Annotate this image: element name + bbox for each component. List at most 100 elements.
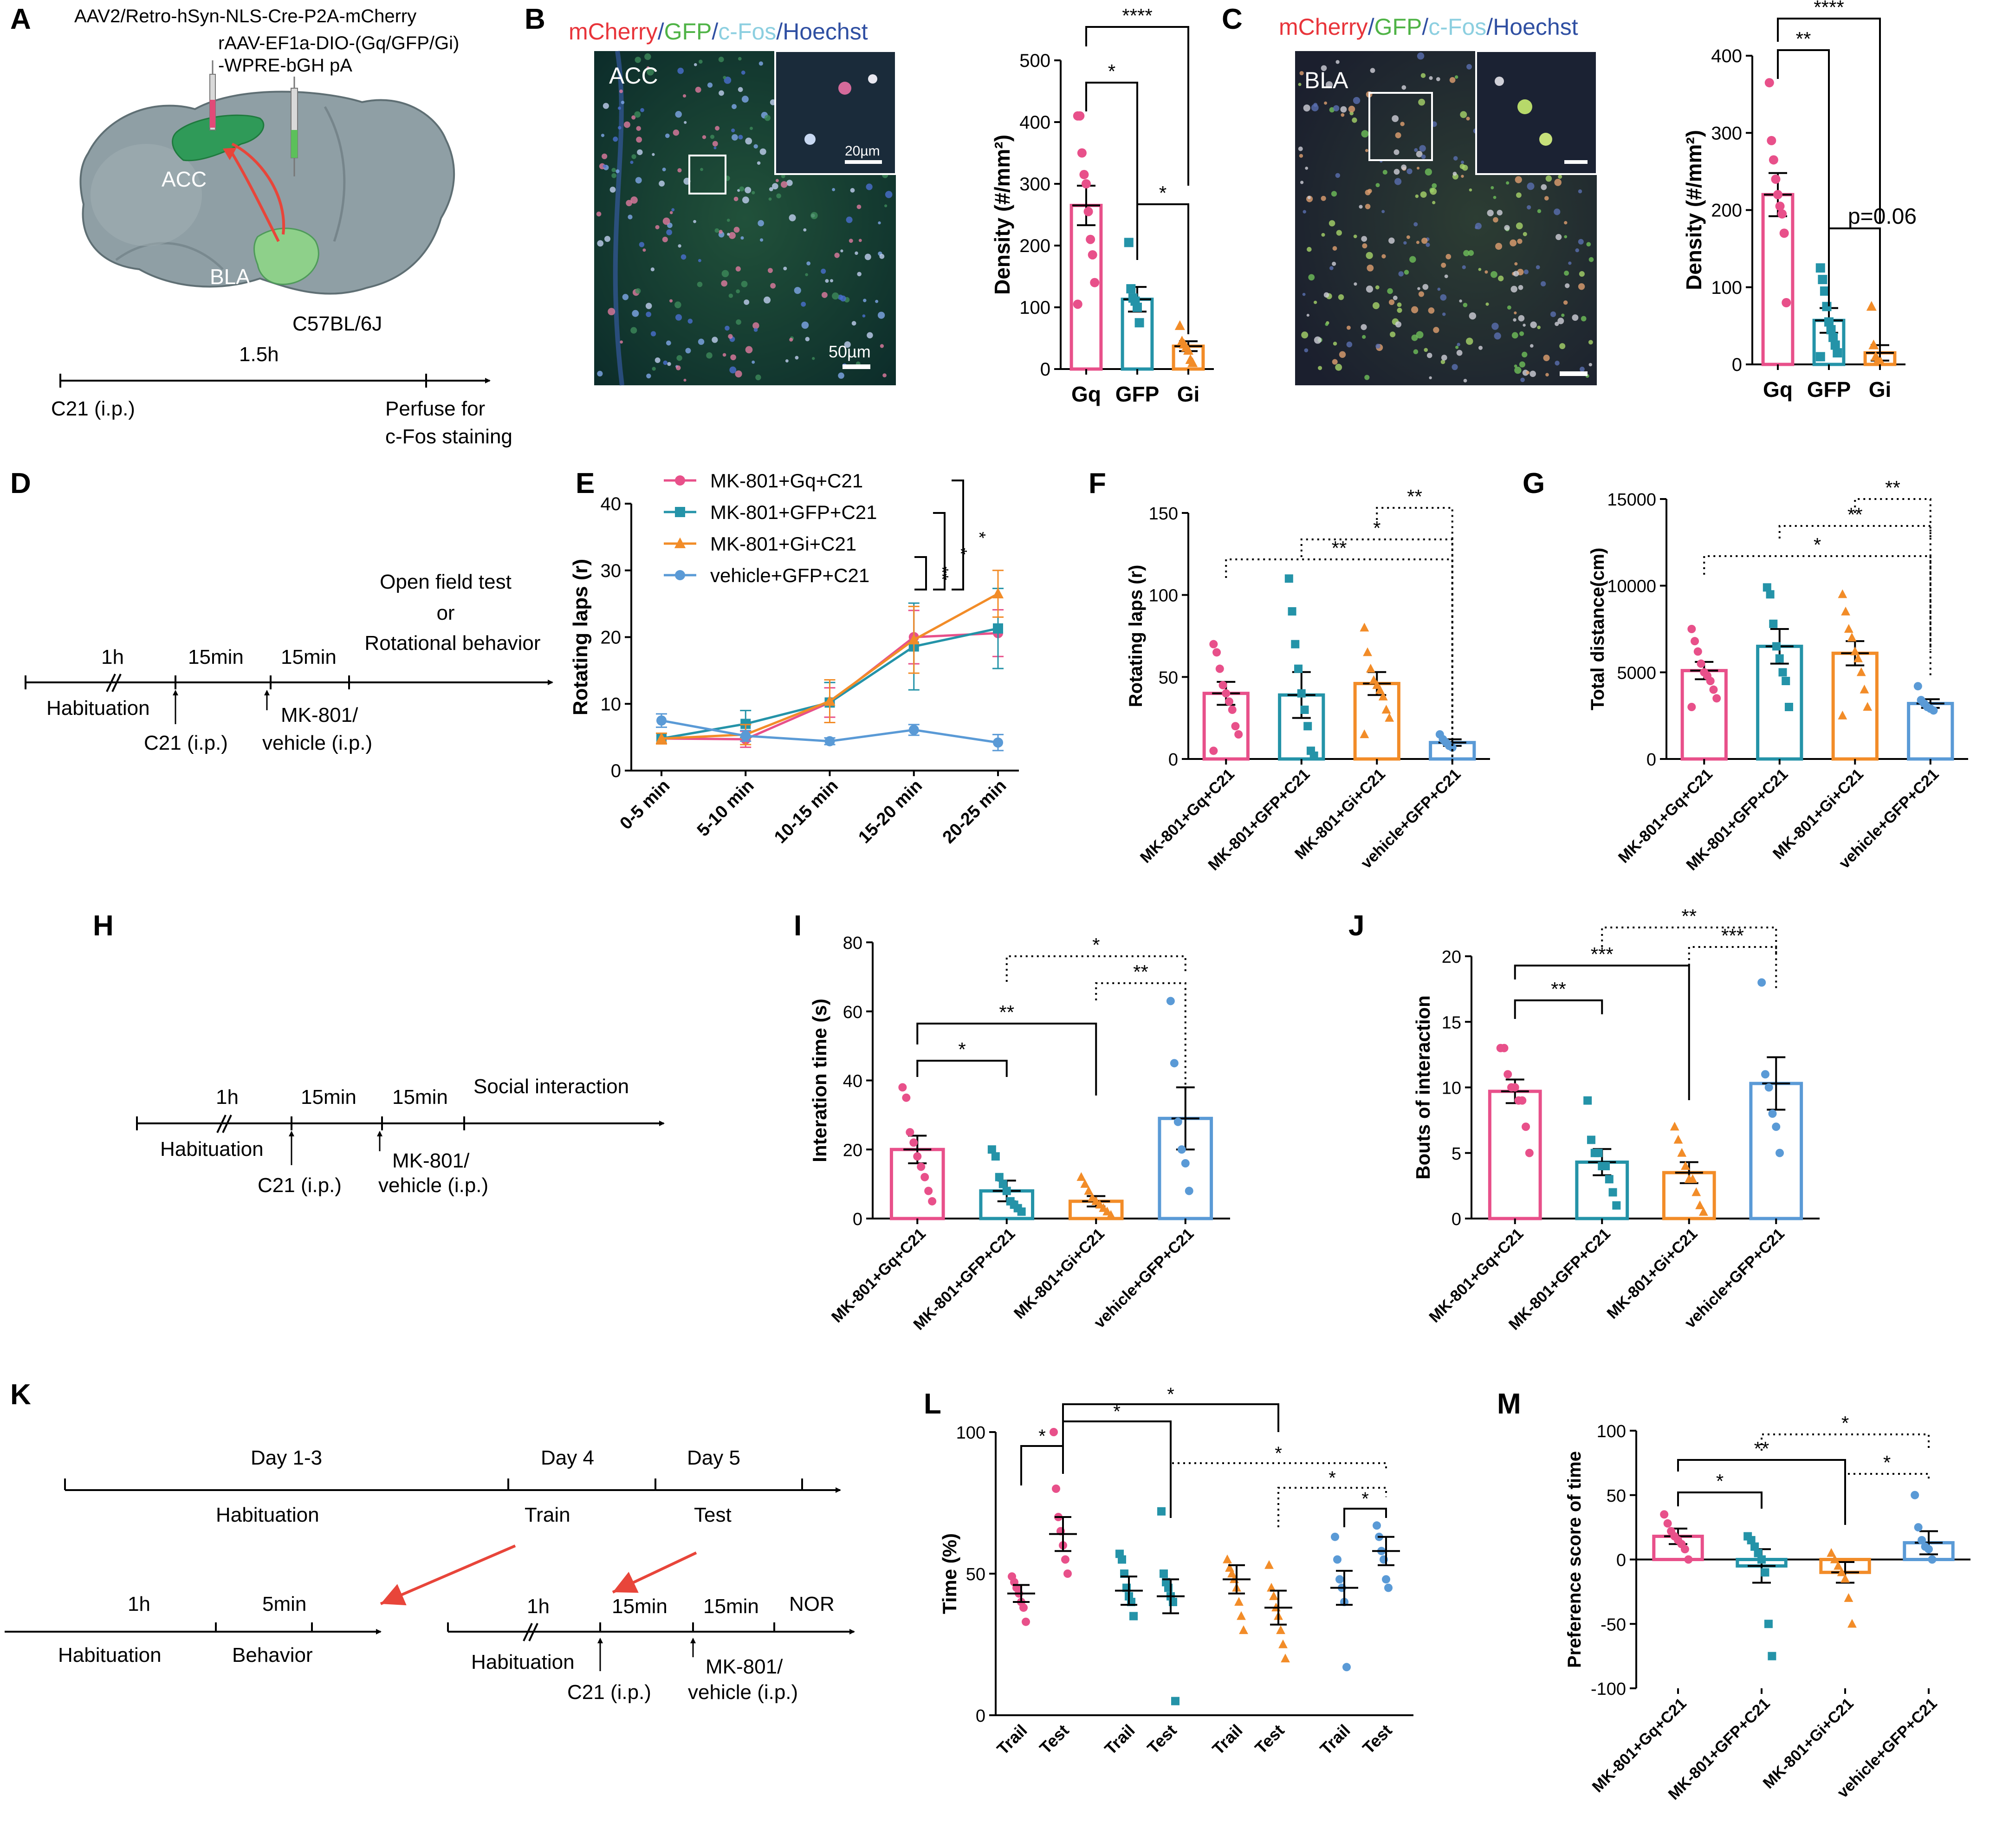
cell-dot (867, 332, 873, 339)
cell-dot (1429, 76, 1433, 80)
cell-dot (616, 169, 620, 174)
d-t1: 1h (101, 646, 124, 668)
cell-dot (838, 372, 844, 379)
cell-dot (601, 134, 605, 137)
cell-dot (1332, 246, 1337, 251)
d-end-line1: Open field test (380, 571, 512, 593)
data-point (1768, 1652, 1776, 1660)
significance-bracket (1828, 227, 1881, 357)
cell-dot (1529, 370, 1536, 377)
data-point (898, 1083, 907, 1092)
data-point (1177, 1145, 1186, 1154)
data-point (1824, 317, 1834, 327)
cell-dot (1375, 285, 1380, 290)
cell-dot (1568, 261, 1572, 265)
data-point (928, 1197, 937, 1206)
cell-dot (832, 188, 836, 191)
cell-dot (1397, 302, 1402, 307)
cell-dot (714, 228, 719, 233)
cell-dot (728, 293, 733, 298)
cell-dot (834, 253, 840, 258)
data-point (1360, 729, 1369, 739)
cell-dot (630, 196, 638, 204)
cell-dot (1516, 192, 1522, 198)
data-point (1525, 1148, 1534, 1157)
train-pointer-arrow (380, 1544, 516, 1606)
cell-dot (752, 191, 755, 195)
cell-dot (685, 348, 691, 354)
x-tick-label: Gq (1763, 377, 1793, 402)
significance-label: ** (1551, 978, 1566, 1000)
cell-dot (1459, 299, 1462, 303)
cell-dot (597, 240, 604, 247)
cell-dot (675, 111, 682, 118)
cell-dot (1456, 350, 1463, 356)
h-end: Social interaction (473, 1075, 629, 1098)
cell-dot (1493, 217, 1498, 223)
significance-bracket (1703, 555, 1931, 678)
cell-dot (1529, 344, 1534, 348)
cell-dot (856, 204, 862, 209)
cell-dot (621, 100, 625, 104)
significance-label: ** (999, 1001, 1014, 1023)
data-point (1061, 1555, 1069, 1564)
cell-dot (1495, 243, 1503, 250)
cell-dot (693, 63, 697, 66)
cell-dot (604, 236, 611, 242)
virus1-label: AAV2/Retro-hSyn-NLS-Cre-P2A-mCherry (74, 6, 416, 26)
x-tick-label: MK-801+Gq+C21 (828, 1225, 929, 1326)
cell-dot (1523, 232, 1527, 236)
data-point (1677, 1148, 1687, 1157)
y-tick-label: 500 (1019, 51, 1050, 71)
significance-bracket (1225, 558, 1453, 761)
cell-dot (857, 272, 862, 277)
data-point (656, 715, 667, 726)
data-point (1776, 1148, 1784, 1157)
d-c21: C21 (i.p.) (144, 732, 228, 754)
data-point (1124, 238, 1134, 247)
x-tick-label: MK-801+Gi+C21 (1603, 1225, 1701, 1323)
bar (1761, 193, 1795, 366)
cell-dot (618, 126, 622, 130)
cell-dot (1564, 270, 1569, 276)
cell-dot (1395, 132, 1401, 138)
cell-dot (1522, 351, 1528, 357)
significance-bracket (1844, 1473, 1930, 1488)
y-tick-label: 150 (1149, 504, 1178, 524)
data-point (1594, 1148, 1603, 1157)
stain-legend-part: Hoechst (783, 19, 868, 45)
cell-dot (1468, 250, 1474, 256)
cell-dot (864, 253, 871, 260)
y-tick-label: 20 (601, 628, 622, 648)
data-point (1017, 1207, 1026, 1216)
y-tick-label: 20 (1442, 947, 1461, 967)
significance-bracket (1854, 498, 1931, 650)
cell-dot (1304, 348, 1309, 353)
data-point (1784, 703, 1793, 711)
data-point (1693, 647, 1702, 656)
data-point (1826, 325, 1836, 335)
data-point (1300, 706, 1309, 714)
bar (1680, 669, 1728, 761)
cell-dot (1498, 275, 1504, 281)
virus2-label-line2: -WPRE-bGH pA (218, 55, 352, 76)
k2-mk-line2: vehicle (i.p.) (688, 1681, 798, 1704)
cell-dot (702, 135, 706, 139)
cell-dot (1527, 182, 1535, 190)
cell-dot (636, 126, 641, 131)
cell-dot (665, 133, 670, 138)
cell-dot (698, 338, 705, 345)
significance-bracket (933, 512, 946, 590)
cell-dot (1440, 294, 1447, 301)
k1-beh: Behavior (232, 1644, 313, 1666)
data-point (1820, 286, 1829, 296)
panel-letter-m: M (1497, 1388, 1521, 1420)
cell-dot (1417, 287, 1420, 290)
data-point (991, 1152, 1000, 1161)
cell-dot (632, 310, 639, 317)
data-point (1929, 706, 1938, 715)
data-point (1366, 663, 1375, 673)
data-point (655, 732, 668, 743)
significance-label: * (1113, 1401, 1121, 1422)
